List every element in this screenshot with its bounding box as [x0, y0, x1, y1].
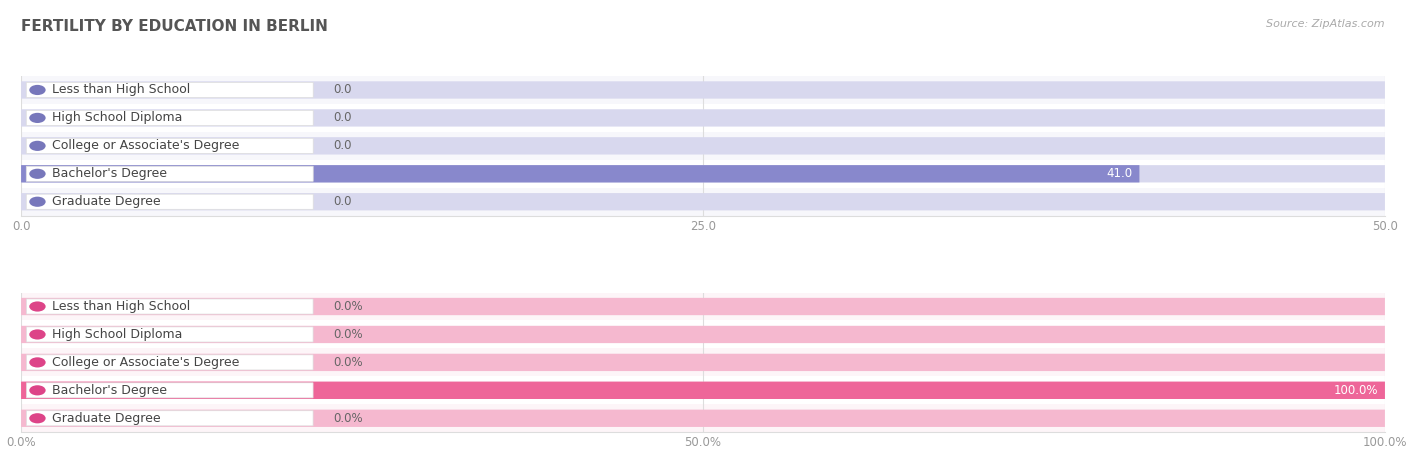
FancyBboxPatch shape: [21, 354, 1385, 371]
FancyBboxPatch shape: [21, 76, 1385, 104]
FancyBboxPatch shape: [21, 188, 1385, 216]
Text: 0.0%: 0.0%: [333, 300, 363, 313]
Text: 0.0: 0.0: [333, 195, 352, 208]
FancyBboxPatch shape: [21, 349, 1385, 376]
FancyBboxPatch shape: [21, 165, 1385, 182]
FancyBboxPatch shape: [27, 83, 314, 97]
Ellipse shape: [30, 329, 45, 340]
FancyBboxPatch shape: [21, 409, 1385, 427]
Text: FERTILITY BY EDUCATION IN BERLIN: FERTILITY BY EDUCATION IN BERLIN: [21, 19, 328, 34]
Ellipse shape: [30, 385, 45, 395]
FancyBboxPatch shape: [21, 132, 1385, 160]
Text: 0.0: 0.0: [333, 84, 352, 96]
Text: College or Associate's Degree: College or Associate's Degree: [52, 356, 240, 369]
FancyBboxPatch shape: [21, 81, 1385, 99]
Text: Graduate Degree: Graduate Degree: [52, 195, 162, 208]
FancyBboxPatch shape: [21, 382, 1385, 399]
FancyBboxPatch shape: [21, 165, 1139, 182]
FancyBboxPatch shape: [21, 137, 1385, 154]
FancyBboxPatch shape: [27, 383, 314, 398]
FancyBboxPatch shape: [21, 293, 1385, 321]
FancyBboxPatch shape: [27, 166, 314, 181]
Text: College or Associate's Degree: College or Associate's Degree: [52, 139, 240, 152]
Text: 0.0: 0.0: [333, 139, 352, 152]
Ellipse shape: [30, 302, 45, 312]
Text: 100.0%: 100.0%: [1333, 384, 1378, 397]
FancyBboxPatch shape: [27, 299, 314, 314]
FancyBboxPatch shape: [21, 298, 1385, 315]
FancyBboxPatch shape: [21, 160, 1385, 188]
FancyBboxPatch shape: [21, 109, 1385, 126]
FancyBboxPatch shape: [27, 327, 314, 342]
FancyBboxPatch shape: [27, 194, 314, 209]
Text: 0.0: 0.0: [333, 112, 352, 124]
FancyBboxPatch shape: [21, 404, 1385, 432]
Text: Graduate Degree: Graduate Degree: [52, 412, 162, 425]
Text: Bachelor's Degree: Bachelor's Degree: [52, 384, 167, 397]
Ellipse shape: [30, 85, 45, 95]
FancyBboxPatch shape: [21, 193, 1385, 210]
Ellipse shape: [30, 357, 45, 368]
FancyBboxPatch shape: [21, 382, 1385, 399]
Text: High School Diploma: High School Diploma: [52, 112, 183, 124]
Text: Less than High School: Less than High School: [52, 84, 191, 96]
Ellipse shape: [30, 113, 45, 123]
FancyBboxPatch shape: [21, 321, 1385, 349]
Text: High School Diploma: High School Diploma: [52, 328, 183, 341]
Text: 0.0%: 0.0%: [333, 356, 363, 369]
FancyBboxPatch shape: [27, 411, 314, 426]
Text: 0.0%: 0.0%: [333, 328, 363, 341]
Ellipse shape: [30, 413, 45, 423]
Text: 0.0%: 0.0%: [333, 412, 363, 425]
FancyBboxPatch shape: [27, 355, 314, 370]
FancyBboxPatch shape: [27, 110, 314, 125]
FancyBboxPatch shape: [21, 326, 1385, 343]
Text: 41.0: 41.0: [1107, 167, 1133, 180]
Text: Less than High School: Less than High School: [52, 300, 191, 313]
FancyBboxPatch shape: [21, 104, 1385, 132]
Ellipse shape: [30, 197, 45, 207]
FancyBboxPatch shape: [21, 376, 1385, 404]
FancyBboxPatch shape: [27, 138, 314, 153]
Ellipse shape: [30, 141, 45, 151]
Text: Bachelor's Degree: Bachelor's Degree: [52, 167, 167, 180]
Ellipse shape: [30, 169, 45, 179]
Text: Source: ZipAtlas.com: Source: ZipAtlas.com: [1267, 19, 1385, 29]
